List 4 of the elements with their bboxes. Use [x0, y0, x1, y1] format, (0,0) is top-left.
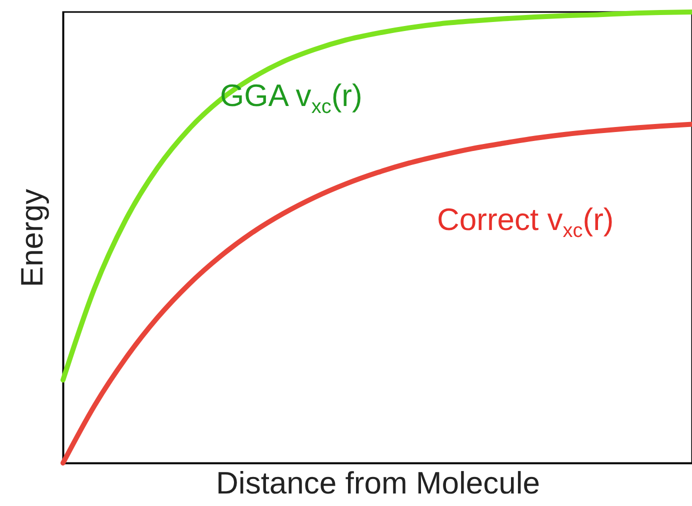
series-label: Correct v$_{xc}$(r) — [437, 202, 614, 242]
x-axis-title: Distance from Molecule — [216, 466, 540, 500]
series-label: GGA v$_{xc}$(r) — [220, 78, 362, 118]
y-axis-title: Energy — [14, 188, 50, 288]
